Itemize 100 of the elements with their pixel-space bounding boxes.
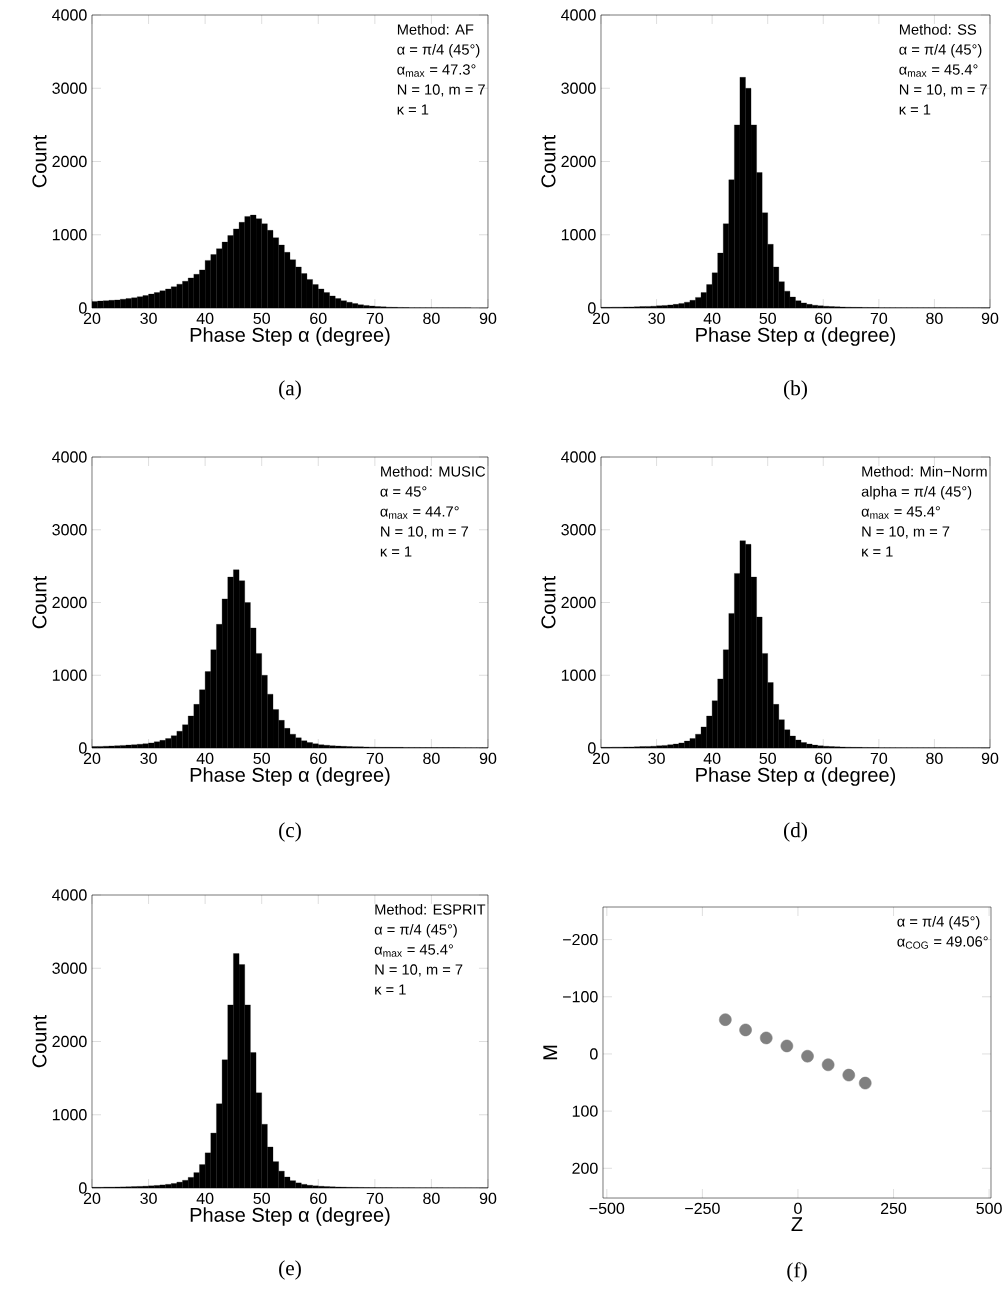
x-tick-label: 70 (366, 752, 384, 765)
y-axis-title: M (543, 1045, 558, 1060)
y-tick-label: 3000 (52, 962, 87, 974)
x-tick-label: 20 (592, 752, 610, 765)
text: (a) (279, 380, 301, 400)
y-tick-label: −200 (563, 933, 598, 946)
y-tick-label: 2000 (52, 596, 87, 609)
annotation: κ = 1 (380, 546, 412, 557)
annotation: Method: Min−Norm (862, 465, 987, 477)
x-tick-label: 250 (880, 1202, 907, 1215)
y-tick-label: 4000 (52, 9, 87, 21)
y-tick-label: 3000 (52, 82, 87, 94)
x-tick-label: 20 (83, 752, 101, 765)
x-tick-label: 40 (196, 312, 214, 325)
x-axis-title: Phase Step α (degree) (696, 327, 896, 346)
annotation: Method: MUSIC (381, 465, 486, 477)
x-tick-label: 80 (926, 312, 943, 325)
x-tick-label: 40 (703, 752, 721, 765)
annotation: alpha = π/4 (45°) (861, 485, 972, 500)
x-axis-title: Phase Step α (degree) (190, 1207, 390, 1226)
y-tick-label: 4000 (52, 451, 87, 463)
x-tick-label: 90 (479, 312, 497, 325)
x-tick-label: −500 (589, 1202, 625, 1215)
y-tick-label: 4000 (561, 451, 596, 463)
annotation: α = π/4 (45°) (899, 43, 982, 58)
x-tick-label: 50 (759, 752, 776, 765)
x-tick-label: 30 (140, 752, 157, 765)
annotation: α$_{max}$ = 45.4° (861, 506, 940, 519)
y-tick-label: 0 (588, 302, 596, 314)
annotation: α$_{max}$ = 44.7° (380, 506, 459, 519)
x-tick-label: 30 (648, 752, 665, 765)
y-axis-title: Count (32, 134, 47, 188)
x-tick-label: 40 (703, 312, 721, 325)
annotation: N = 10, m = 7 (899, 84, 987, 97)
annotation: α$_{max}$ = 45.4° (374, 944, 453, 957)
x-tick-label: 20 (83, 312, 101, 325)
annotation: α = π/4 (45°) (397, 43, 480, 58)
x-tick-label: 500 (976, 1202, 1002, 1215)
x-tick-label: 50 (253, 1192, 270, 1205)
x-tick-label: 90 (479, 1192, 497, 1205)
x-tick-label: 60 (310, 1192, 327, 1205)
annotation: α$_{max}$ = 47.3° (397, 64, 476, 77)
y-tick-label: 1000 (52, 669, 87, 681)
x-tick-label: 60 (310, 752, 327, 765)
annotation: N = 10, m = 7 (397, 84, 485, 97)
x-tick-label: 70 (870, 312, 888, 325)
annotation: α = 45° (380, 486, 427, 497)
x-tick-label: 50 (253, 312, 270, 325)
annotation: κ = 1 (397, 104, 429, 115)
x-tick-label: 30 (140, 1192, 157, 1205)
y-tick-label: 3000 (561, 524, 596, 536)
x-tick-label: 60 (310, 312, 327, 325)
y-tick-label: 3000 (52, 524, 87, 536)
text: (e) (279, 1260, 301, 1280)
annotation: N = 10, m = 7 (862, 526, 950, 539)
x-tick-label: 70 (870, 752, 888, 765)
x-tick-label: 80 (423, 752, 440, 765)
y-tick-label: 2000 (561, 155, 596, 168)
annotation: α = π/4 (45°) (897, 915, 980, 930)
y-tick-label: 0 (79, 742, 87, 754)
x-tick-label: 30 (140, 312, 157, 325)
annotation: Method: SS (899, 23, 977, 35)
x-tick-label: 70 (366, 1192, 384, 1205)
text: (f) (787, 1262, 807, 1282)
y-tick-label: 0 (588, 742, 596, 754)
y-tick-label: 100 (572, 1105, 598, 1117)
x-axis-title: Phase Step α (degree) (696, 767, 896, 786)
x-tick-label: 20 (83, 1192, 101, 1205)
y-tick-label: 2000 (561, 596, 596, 609)
y-tick-label: 0 (79, 302, 87, 314)
y-tick-label: 1000 (561, 229, 596, 241)
x-tick-label: 20 (592, 312, 610, 325)
annotation: N = 10, m = 7 (375, 964, 463, 977)
y-tick-label: 3000 (561, 82, 596, 94)
x-tick-label: 0 (794, 1202, 802, 1215)
x-axis-title: Z (791, 1217, 803, 1231)
annotation: Method: ESPRIT (375, 903, 486, 915)
x-tick-label: 50 (759, 312, 776, 325)
annotation: κ = 1 (899, 104, 931, 115)
y-tick-label: 1000 (52, 229, 87, 241)
x-tick-label: 30 (648, 312, 665, 325)
y-tick-label: 2000 (52, 155, 87, 168)
x-tick-label: 90 (981, 752, 999, 765)
y-tick-label: 1000 (561, 669, 596, 681)
x-tick-label: 70 (366, 312, 384, 325)
x-tick-label: 80 (423, 1192, 440, 1205)
annotation: κ = 1 (375, 984, 406, 995)
text: (d) (783, 822, 807, 842)
y-tick-label: −100 (563, 991, 598, 1003)
y-tick-label: 4000 (52, 889, 87, 901)
x-tick-label: 90 (981, 312, 999, 325)
y-tick-label: 1000 (52, 1109, 87, 1121)
x-axis-title: Phase Step α (degree) (190, 327, 390, 346)
text: (b) (783, 380, 807, 400)
annotation: N = 10, m = 7 (381, 526, 469, 539)
x-tick-label: 40 (196, 1192, 214, 1205)
y-axis-title: Count (32, 575, 47, 629)
annotation: α = π/4 (45°) (374, 923, 457, 938)
y-tick-label: 200 (572, 1162, 598, 1174)
y-axis-title: Count (541, 134, 556, 188)
